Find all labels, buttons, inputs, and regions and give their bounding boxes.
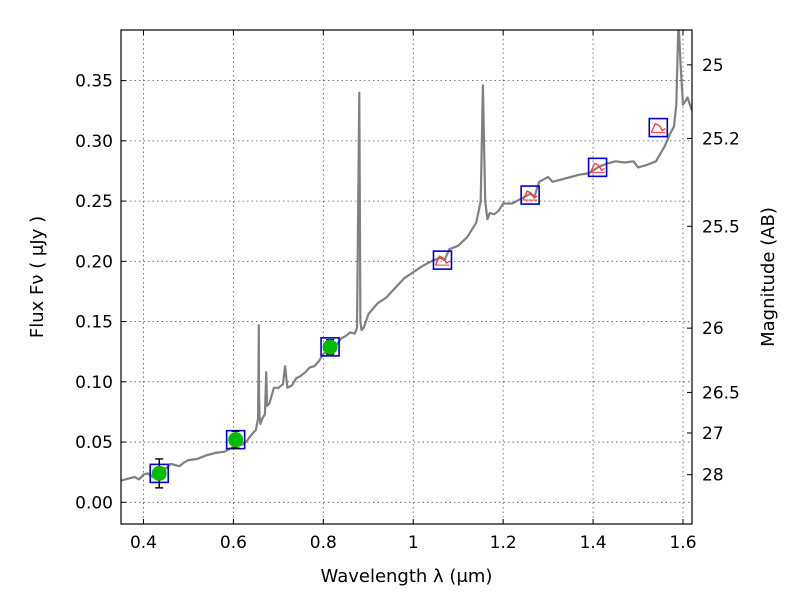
axis-ticks: 0.4 0.6 0.8 1 1.2 1.4 1.6 0.00 0.05 0.10 0.15 0.20 0… xyxy=(75,30,740,553)
observed-point xyxy=(228,432,244,448)
y-tick-label: 0.00 xyxy=(75,493,113,513)
spectrum-line xyxy=(121,30,692,482)
y-tick-label: 0.20 xyxy=(75,252,113,272)
x-tick-label: 1 xyxy=(408,533,419,553)
model-box xyxy=(587,157,608,178)
spectrum-series xyxy=(121,30,692,482)
y2-tick-label: 28 xyxy=(702,466,724,486)
model-curve-segment xyxy=(589,162,605,173)
y2-tick-label: 25.5 xyxy=(702,217,740,237)
model-box xyxy=(320,337,340,357)
y2-axis-title: Magnitude (AB) xyxy=(758,207,779,347)
y-tick-label: 0.05 xyxy=(75,433,113,453)
x-axis-title: Wavelength λ (μm) xyxy=(321,566,493,587)
y-tick-label: 0.35 xyxy=(75,72,113,92)
x-tick-label: 0.8 xyxy=(310,533,337,553)
y2-tick-label: 26 xyxy=(702,319,724,339)
model-curve-segment xyxy=(522,190,538,201)
y-axis-title: Flux Fν ( μJy ) xyxy=(27,216,48,338)
photometry-points xyxy=(149,117,669,489)
y2-tick-label: 26.5 xyxy=(702,383,740,403)
y2-tick-label: 25.2 xyxy=(702,129,740,149)
grid-lines xyxy=(121,30,692,524)
model-curve-segment xyxy=(434,255,450,266)
model-box xyxy=(648,117,669,138)
y-tick-label: 0.25 xyxy=(75,192,113,212)
observed-point xyxy=(151,465,167,481)
plot-frame xyxy=(120,29,693,525)
x-tick-label: 1.6 xyxy=(669,533,696,553)
model-box xyxy=(432,250,453,270)
model-box xyxy=(520,185,540,205)
x-tick-label: 1.4 xyxy=(580,533,607,553)
model-curve-segment xyxy=(650,122,666,133)
x-tick-label: 0.6 xyxy=(220,533,247,553)
y-tick-label: 0.10 xyxy=(75,373,113,393)
x-tick-label: 0.4 xyxy=(130,533,157,553)
y2-tick-label: 27 xyxy=(702,424,724,444)
observed-point xyxy=(322,339,338,355)
y-tick-label: 0.30 xyxy=(75,132,113,152)
y-tick-label: 0.15 xyxy=(75,313,113,333)
x-tick-label: 1.2 xyxy=(490,533,517,553)
y2-tick-label: 25 xyxy=(702,56,724,76)
